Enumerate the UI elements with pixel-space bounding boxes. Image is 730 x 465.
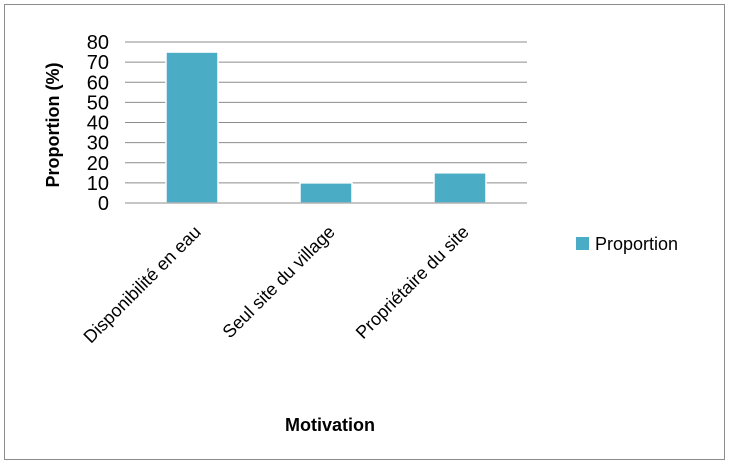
x-tick-label: Seul site du village: [219, 222, 339, 342]
x-axis-tick-labels: Disponibilité en eau Seul site du village…: [80, 222, 473, 347]
bar: [433, 172, 487, 204]
legend-label: Proportion: [595, 234, 678, 254]
y-tick-label: 60: [87, 72, 109, 94]
bar: [299, 182, 353, 204]
y-tick-label: 30: [87, 133, 109, 155]
x-tick-label: Propriétaire du site: [352, 222, 473, 343]
x-axis-title: Motivation: [285, 415, 375, 435]
legend-swatch: [576, 237, 589, 250]
y-tick-label: 40: [87, 113, 109, 135]
bars: [165, 51, 487, 204]
x-tick-label: Disponibilité en eau: [80, 222, 205, 347]
chart-frame: 0 10 20 30 40 50 60 70 80 Disponibilité en eau Se…: [4, 4, 725, 460]
y-axis-title: Proportion (%): [43, 63, 63, 188]
y-tick-label: 70: [87, 52, 109, 74]
y-tick-label: 50: [87, 92, 109, 114]
y-tick-label: 0: [98, 193, 109, 215]
legend: Proportion: [576, 234, 678, 254]
y-tick-label: 10: [87, 173, 109, 195]
y-tick-label: 20: [87, 153, 109, 175]
y-tick-label: 80: [87, 32, 109, 54]
bar: [165, 51, 219, 204]
